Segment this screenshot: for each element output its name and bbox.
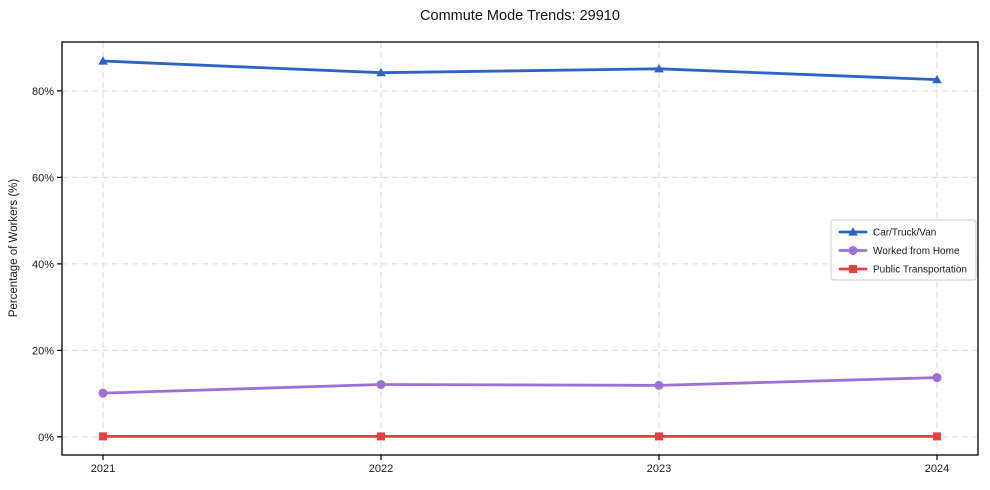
legend-label: Worked from Home: [873, 246, 960, 257]
y-tick-label: 40%: [32, 259, 54, 271]
legend-item: Public Transportation: [838, 265, 967, 276]
y-tick-label: 60%: [32, 172, 54, 184]
legend-item: Car/Truck/Van: [838, 227, 936, 239]
circle-marker: [98, 388, 108, 398]
x-tick-label: 2021: [91, 463, 115, 475]
x-tick-label: 2022: [369, 463, 393, 475]
series-public-transportation: [99, 432, 941, 441]
triangle-marker: [848, 227, 858, 236]
circle-marker: [848, 246, 858, 255]
axes-frame: [61, 41, 979, 456]
circle-marker: [654, 380, 664, 390]
legend: Car/Truck/Van Worked from Home Public Tran…: [830, 219, 977, 281]
chart-title: Commute Mode Trends: 29910: [420, 8, 620, 24]
circle-marker: [376, 380, 386, 390]
series-line: [101, 376, 939, 395]
y-tick-label: 20%: [32, 345, 54, 357]
legend-label: Public Transportation: [873, 265, 967, 276]
tick-labels: 0% 20% 40% 60% 80% 2021 2022 2023 2024: [32, 86, 949, 475]
triangle-marker: [98, 56, 108, 65]
y-tick-label: 80%: [32, 86, 54, 98]
series-car-truck-van: [98, 56, 942, 84]
triangle-marker: [376, 67, 386, 77]
triangle-marker: [654, 64, 664, 73]
square-marker: [99, 432, 107, 441]
x-tick-label: 2024: [925, 463, 949, 475]
square-marker: [655, 432, 663, 441]
legend-item: Worked from Home: [838, 246, 960, 257]
triangle-marker: [932, 74, 942, 84]
y-tick-label: 0%: [38, 432, 54, 444]
square-marker: [849, 265, 857, 273]
square-marker: [933, 432, 941, 441]
legend-label: Car/Truck/Van: [873, 228, 936, 239]
series-line: [101, 59, 939, 82]
series-worked-from-home: [98, 373, 942, 398]
square-marker: [377, 432, 385, 441]
circle-marker: [932, 373, 942, 383]
x-tick-label: 2023: [647, 463, 671, 475]
axis-ticks: [57, 90, 938, 460]
legend-box: [830, 219, 977, 281]
